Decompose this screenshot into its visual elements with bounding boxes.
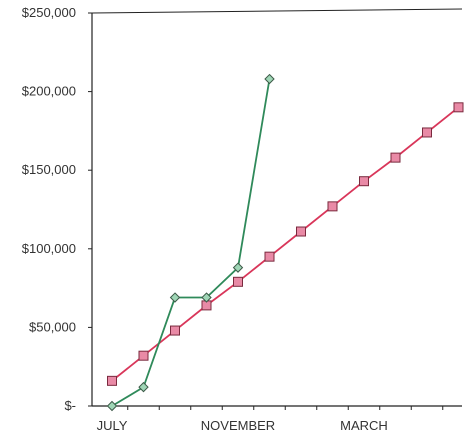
- data-point: [296, 226, 306, 237]
- data-point: [264, 73, 275, 85]
- data-point: [138, 381, 149, 393]
- data-point: [327, 201, 338, 212]
- y-tick-label: $250,000: [22, 5, 76, 20]
- axes: [88, 8, 463, 410]
- y-axis-tick-labels: $- $50,000 $100,000 $150,000 $200,000 $250,00…: [22, 5, 76, 413]
- y-tick-label: $200,000: [22, 84, 76, 99]
- y-tick-label: $50,000: [29, 319, 76, 334]
- y-tick-label: $-: [64, 398, 76, 413]
- data-point: [138, 350, 149, 361]
- data-point: [232, 262, 244, 273]
- data-point: [264, 251, 275, 262]
- data-point: [201, 292, 212, 303]
- series-2: [106, 73, 275, 412]
- series-line: [111, 106, 460, 382]
- y-tick-label: $150,000: [22, 162, 76, 177]
- x-tick-label: MARCH: [340, 418, 388, 433]
- data-point: [390, 152, 401, 163]
- series-line: [111, 78, 271, 407]
- x-tick-label: NOVEMBER: [201, 418, 275, 433]
- series-1: [107, 102, 464, 386]
- data-point: [170, 325, 180, 336]
- x-tick-label: JULY: [97, 418, 128, 433]
- data-point: [106, 400, 118, 412]
- data-point: [359, 176, 369, 187]
- data-point: [422, 127, 432, 138]
- data-point: [107, 375, 117, 386]
- data-point: [169, 292, 181, 303]
- series-layer: [106, 73, 464, 412]
- plot-top-border: [91, 8, 463, 14]
- x-axis-tick-labels: JULY NOVEMBER MARCH: [97, 418, 388, 433]
- data-point: [233, 276, 243, 287]
- data-point: [453, 102, 464, 113]
- y-tick-label: $100,000: [22, 241, 76, 256]
